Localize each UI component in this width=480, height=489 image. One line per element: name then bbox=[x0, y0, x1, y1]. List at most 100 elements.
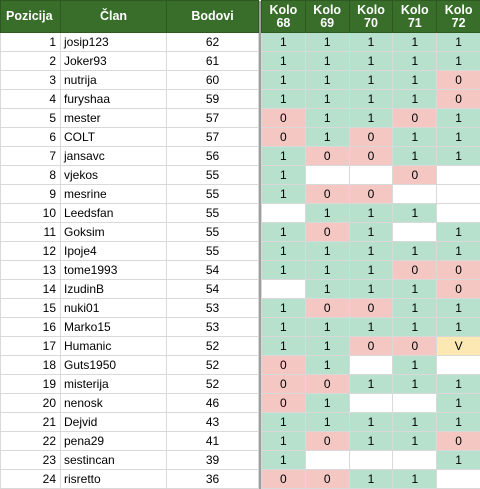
header-kolo-label: Kolo bbox=[401, 3, 429, 17]
kolo-result-cell: 0 bbox=[305, 432, 349, 451]
kolo-result-cell: 1 bbox=[262, 318, 306, 337]
position-cell: 10 bbox=[1, 204, 61, 223]
kolo-result-cell: 1 bbox=[305, 33, 349, 52]
position-cell: 24 bbox=[1, 470, 61, 489]
points-cell: 55 bbox=[167, 242, 259, 261]
position-cell: 9 bbox=[1, 185, 61, 204]
kolo-result-cell: 0 bbox=[262, 394, 306, 413]
member-name-cell: mester bbox=[61, 109, 167, 128]
kolo-result-cell: 0 bbox=[262, 356, 306, 375]
kolo-result-cell: 1 bbox=[262, 413, 306, 432]
points-cell: 53 bbox=[167, 318, 259, 337]
kolo-result-cell: 1 bbox=[305, 318, 349, 337]
kolo-result-cell: 1 bbox=[262, 432, 306, 451]
member-name-cell: Humanic bbox=[61, 337, 167, 356]
member-name-cell: nenosk bbox=[61, 394, 167, 413]
kolo-result-cell bbox=[437, 470, 480, 489]
kolo-result-cell: 1 bbox=[305, 413, 349, 432]
kolo-result-cell: 1 bbox=[349, 375, 393, 394]
points-cell: 41 bbox=[167, 432, 259, 451]
member-name-cell: tome1993 bbox=[61, 261, 167, 280]
header-kolo-label: Kolo bbox=[357, 3, 385, 17]
kolo-result-cell: 1 bbox=[393, 432, 437, 451]
kolo-result-cell: 1 bbox=[437, 299, 480, 318]
kolo-result-cell: 1 bbox=[349, 470, 393, 489]
kolo-result-cell: 1 bbox=[305, 394, 349, 413]
points-cell: 55 bbox=[167, 166, 259, 185]
header-kolo-label: Kolo bbox=[445, 3, 473, 17]
kolo-result-cell: 1 bbox=[393, 52, 437, 71]
member-name-cell: Marko15 bbox=[61, 318, 167, 337]
header-kolo-number: 68 bbox=[276, 16, 290, 30]
position-cell: 22 bbox=[1, 432, 61, 451]
kolo-result-cell bbox=[349, 166, 393, 185]
kolo-result-cell bbox=[393, 451, 437, 470]
member-name-cell: COLT bbox=[61, 128, 167, 147]
kolo-result-cell: 0 bbox=[349, 185, 393, 204]
kolo-result-cell: 1 bbox=[393, 147, 437, 166]
kolo-result-cell: 1 bbox=[349, 413, 393, 432]
kolo-result-cell: 1 bbox=[349, 432, 393, 451]
kolo-result-cell: 1 bbox=[393, 71, 437, 90]
kolo-result-cell: 0 bbox=[437, 71, 480, 90]
kolo-result-cell: 1 bbox=[305, 128, 349, 147]
kolo-result-cell: 1 bbox=[305, 261, 349, 280]
position-cell: 5 bbox=[1, 109, 61, 128]
kolo-result-cell: 1 bbox=[262, 166, 306, 185]
header-kolo-number: 72 bbox=[452, 16, 466, 30]
member-name-cell: jansavc bbox=[61, 147, 167, 166]
kolo-result-cell: 1 bbox=[262, 337, 306, 356]
kolo-result-cell: 1 bbox=[437, 52, 480, 71]
kolo-result-cell: 0 bbox=[262, 470, 306, 489]
kolo-result-cell: 0 bbox=[305, 147, 349, 166]
kolo-result-cell bbox=[437, 166, 480, 185]
kolo-result-cell: 1 bbox=[349, 280, 393, 299]
header-clan: Član bbox=[61, 1, 167, 33]
member-name-cell: pena29 bbox=[61, 432, 167, 451]
kolo-result-cell: 0 bbox=[305, 223, 349, 242]
kolo-result-cell: 1 bbox=[393, 470, 437, 489]
kolo-result-cell: 1 bbox=[349, 223, 393, 242]
kolo-result-cell: 1 bbox=[305, 90, 349, 109]
kolo-result-cell bbox=[437, 356, 480, 375]
points-cell: 55 bbox=[167, 185, 259, 204]
points-cell: 55 bbox=[167, 223, 259, 242]
kolo-result-cell: 1 bbox=[262, 242, 306, 261]
kolo-result-cell: 1 bbox=[393, 280, 437, 299]
header-kolo-number: 69 bbox=[320, 16, 334, 30]
kolo-result-cell bbox=[393, 185, 437, 204]
points-cell: 62 bbox=[167, 33, 259, 52]
points-cell: 39 bbox=[167, 451, 259, 470]
member-name-cell: nuki01 bbox=[61, 299, 167, 318]
kolo-result-cell: 0 bbox=[393, 109, 437, 128]
kolo-result-cell: 0 bbox=[305, 185, 349, 204]
member-name-cell: josip123 bbox=[61, 33, 167, 52]
kolo-result-cell: 1 bbox=[393, 242, 437, 261]
kolo-result-cell: 0 bbox=[305, 470, 349, 489]
kolo-result-cell bbox=[262, 204, 306, 223]
member-name-cell: furyshaa bbox=[61, 90, 167, 109]
kolo-result-cell: 1 bbox=[393, 375, 437, 394]
member-name-cell: Guts1950 bbox=[61, 356, 167, 375]
kolo-result-cell: 1 bbox=[437, 451, 480, 470]
position-cell: 20 bbox=[1, 394, 61, 413]
kolo-result-cell: 1 bbox=[305, 52, 349, 71]
member-name-cell: Ipoje4 bbox=[61, 242, 167, 261]
kolo-result-cell: 1 bbox=[437, 242, 480, 261]
position-cell: 14 bbox=[1, 280, 61, 299]
member-name-cell: nutrija bbox=[61, 71, 167, 90]
kolo-result-cell: 1 bbox=[305, 356, 349, 375]
